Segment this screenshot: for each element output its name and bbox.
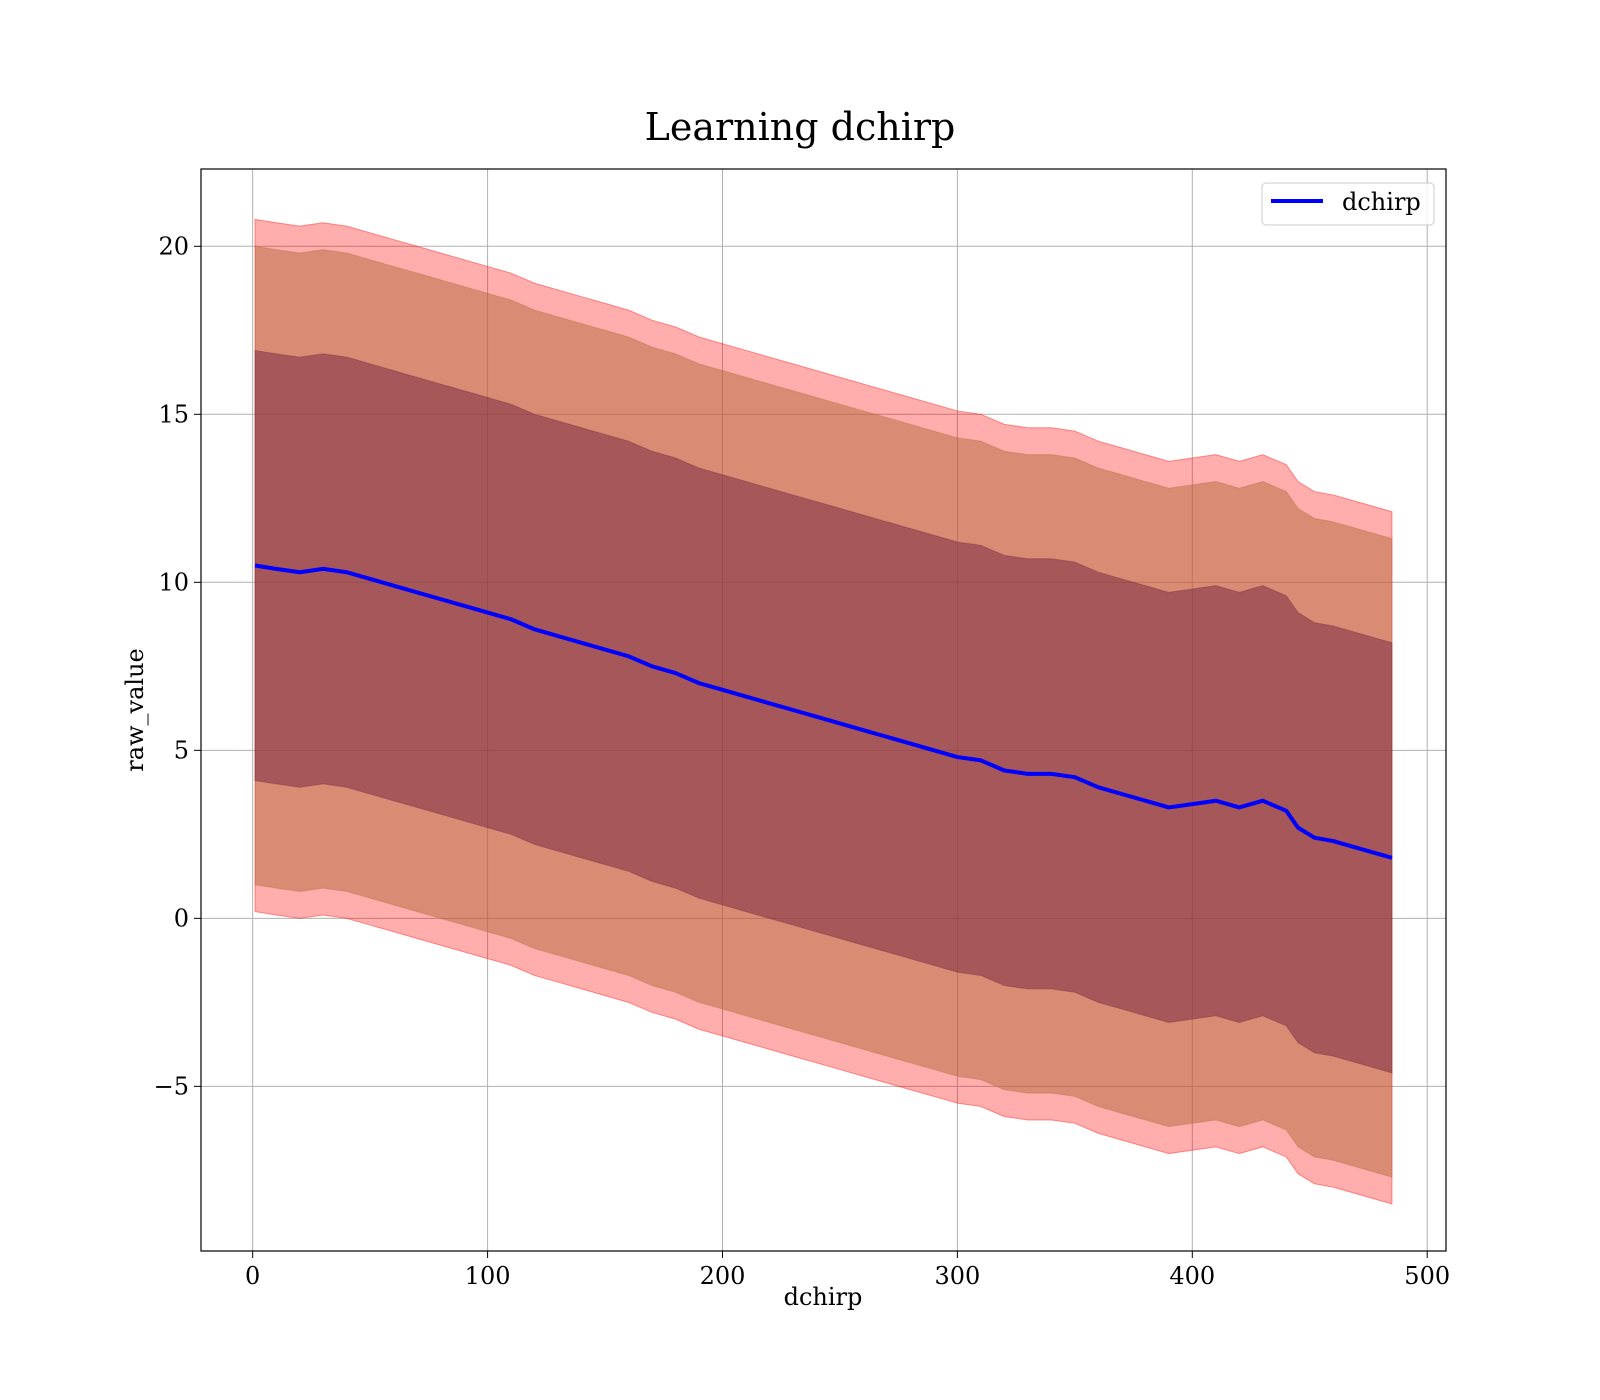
- x-tick-label: 200: [700, 1262, 746, 1290]
- y-axis-label: raw_value: [121, 648, 149, 772]
- chart-title: Learning dchirp: [645, 105, 956, 149]
- plot-frame: [200, 168, 1447, 1252]
- y-tick-label: 15: [158, 400, 189, 428]
- y-tick-label: −5: [154, 1072, 189, 1100]
- band-layer: [254, 218, 1393, 1205]
- x-tick-label: 300: [934, 1262, 980, 1290]
- x-tick-label: 500: [1404, 1262, 1450, 1290]
- y-tick-label: 10: [158, 568, 189, 596]
- tick-layer: 0 100 200 300 400 500 −5 0 5 10 15 20: [154, 232, 1451, 1290]
- y-tick-label: 0: [174, 904, 189, 932]
- x-tick-label: 100: [465, 1262, 511, 1290]
- y-tick-label: 20: [158, 232, 189, 260]
- x-axis-label: dchirp: [784, 1283, 863, 1311]
- legend-box: [1261, 182, 1435, 226]
- line-layer: [254, 563, 1393, 860]
- legend-label: dchirp: [1342, 188, 1421, 216]
- x-tick-label: 400: [1169, 1262, 1215, 1290]
- band-inner: [254, 349, 1393, 1074]
- series-line-dchirp: [254, 563, 1393, 860]
- y-tick-label: 5: [174, 736, 189, 764]
- legend: dchirp: [1261, 182, 1435, 226]
- x-tick-label: 0: [245, 1262, 260, 1290]
